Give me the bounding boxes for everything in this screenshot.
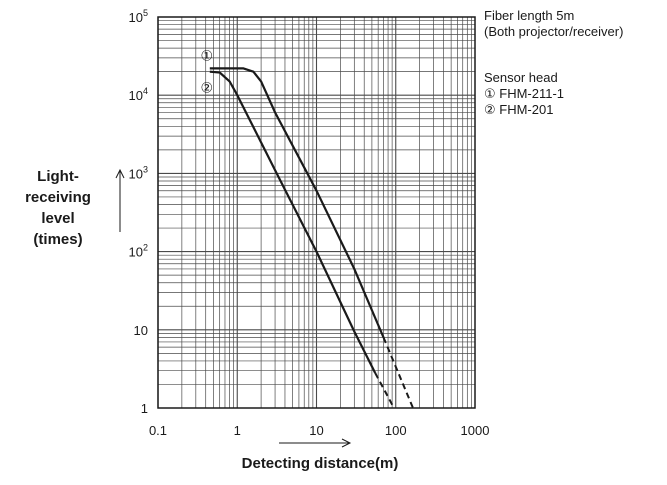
series-1-marker: ① <box>200 48 213 64</box>
y-axis-arrow-head <box>115 168 125 179</box>
y-tick-label: 10 <box>134 323 148 338</box>
x-axis-label: Detecting distance(m) <box>241 455 399 472</box>
series-2-dashed-line <box>374 372 395 409</box>
y-axis-label-line: (times) <box>33 231 83 248</box>
fiber-detail-note: (Both projector/receiver) <box>484 24 624 39</box>
x-tick-label: 0.1 <box>149 423 167 438</box>
sensor-head-1-note: ① FHM-211-1 <box>484 86 565 101</box>
y-axis-label-line: receiving <box>25 189 91 206</box>
x-tick-labels: 0.1 1 10 100 1000 <box>149 423 490 438</box>
axis-arrows <box>115 168 352 448</box>
y-tick-label: 102 <box>129 243 148 260</box>
y-tick-label: 104 <box>129 86 148 103</box>
y-axis-label: Light- receiving level (times) <box>10 166 106 250</box>
series-2-marker: ② <box>200 81 213 97</box>
x-tick-label: 100 <box>385 423 407 438</box>
series-2-line <box>209 70 377 374</box>
x-tick-label: 1 <box>234 423 241 438</box>
fiber-length-note: Fiber length 5m <box>484 8 575 23</box>
x-tick-label: 1000 <box>461 423 490 438</box>
grid-lines <box>157 17 475 409</box>
plot-frame <box>157 16 476 409</box>
y-axis-label-line: level <box>41 210 75 227</box>
series-1-dashed-line <box>382 337 414 409</box>
series-1-line <box>209 67 385 338</box>
y-tick-label: 105 <box>129 8 148 25</box>
y-tick-label: 103 <box>129 164 148 181</box>
sensor-head-2-note: ② FHM-201 <box>484 102 554 117</box>
x-tick-label: 10 <box>309 423 323 438</box>
x-axis-arrow-head <box>341 438 352 448</box>
y-tick-label: 1 <box>141 401 148 416</box>
series-layer: ①② <box>200 48 414 409</box>
sensor-head-note: Sensor head <box>484 70 558 85</box>
y-axis-label-line: Light- <box>37 168 79 185</box>
